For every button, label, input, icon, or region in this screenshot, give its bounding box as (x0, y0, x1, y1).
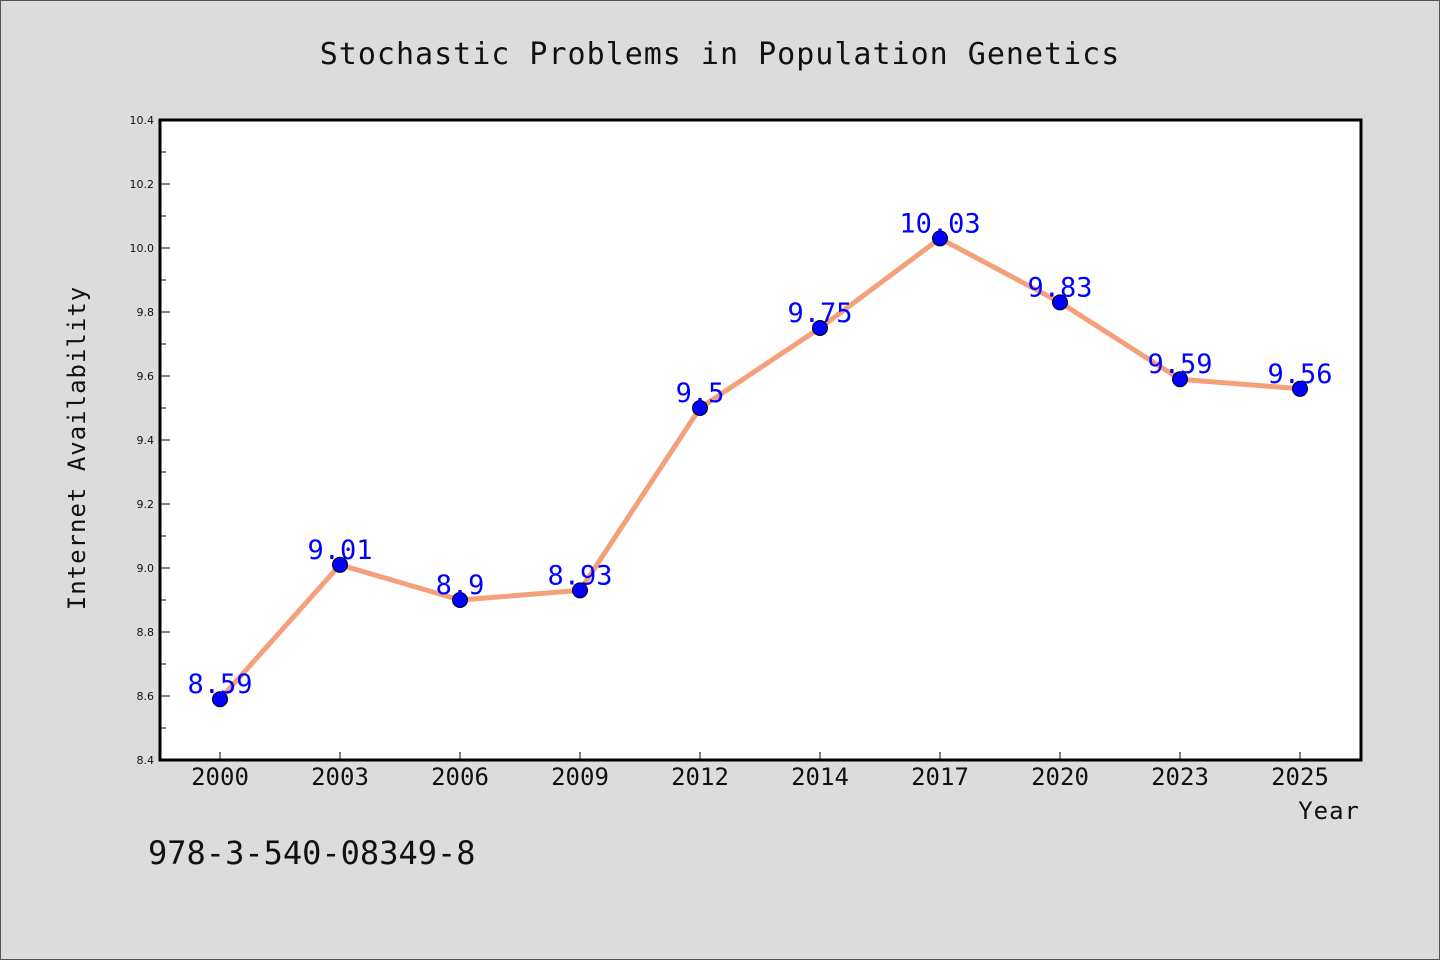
x-axis-label: Year (1298, 797, 1360, 825)
data-label: 9.75 (787, 298, 852, 329)
data-label: 9.83 (1027, 272, 1092, 303)
y-tick-label: 9.4 (137, 434, 155, 447)
y-tick-label: 9.2 (137, 498, 155, 511)
x-tick-label: 2003 (311, 763, 369, 791)
x-axis: 2000 2003 2006 2009 2012 2014 2017 2020 2023 2025 (191, 752, 1329, 791)
y-axis: 8.4 8.6 8.8 9.0 9.2 9.4 9.6 9.8 10.0 10.2 10.4 (130, 114, 170, 767)
y-tick-label: 10.4 (130, 114, 155, 127)
data-point (812, 320, 828, 336)
plot-area (160, 120, 1361, 760)
y-tick-label: 8.4 (137, 754, 155, 767)
y-tick-label: 8.6 (137, 690, 155, 703)
x-tick-label: 2017 (911, 763, 969, 791)
x-tick-label: 2012 (671, 763, 729, 791)
data-point (212, 691, 228, 708)
data-point (932, 230, 948, 247)
data-label: 8.9 (436, 570, 485, 601)
data-label: 8.59 (187, 669, 252, 700)
data-label: 9.59 (1147, 349, 1212, 380)
data-label: 9.56 (1267, 359, 1332, 390)
data-label: 9.01 (307, 535, 372, 566)
data-point (332, 556, 348, 573)
y-tick-label: 10.0 (130, 242, 155, 255)
y-tick-label: 8.8 (137, 626, 155, 639)
x-tick-label: 2020 (1031, 763, 1089, 791)
y-tick-label: 10.2 (130, 178, 155, 191)
x-tick-label: 2023 (1151, 763, 1209, 791)
chart-title: Stochastic Problems in Population Geneti… (320, 37, 1121, 72)
data-point (1292, 380, 1308, 397)
series-group: 8.59 9.01 8.9 8.93 9.5 9.75 10.03 9.83 9.59 9.56 (187, 208, 1333, 708)
x-tick-label: 2000 (191, 763, 249, 791)
isbn-text: 978-3-540-08349-8 (148, 834, 476, 872)
x-tick-label: 2014 (791, 763, 849, 791)
data-label: 10.03 (899, 208, 980, 239)
data-point (692, 400, 708, 416)
data-label: 8.93 (547, 560, 612, 591)
data-point (1172, 371, 1188, 388)
y-tick-label: 9.0 (137, 562, 155, 575)
data-point (1052, 294, 1068, 311)
y-tick-label: 9.6 (137, 370, 155, 383)
data-label: 9.5 (676, 378, 725, 409)
x-tick-label: 2025 (1271, 763, 1329, 791)
series-line (217, 235, 1303, 702)
plot-frame (158, 118, 1363, 762)
y-axis-label: Internet Availability (63, 286, 91, 610)
x-tick-label: 2006 (431, 763, 489, 791)
data-point (572, 582, 588, 599)
x-tick-label: 2009 (551, 763, 609, 791)
data-point (452, 592, 468, 608)
y-tick-label: 9.8 (137, 306, 155, 319)
